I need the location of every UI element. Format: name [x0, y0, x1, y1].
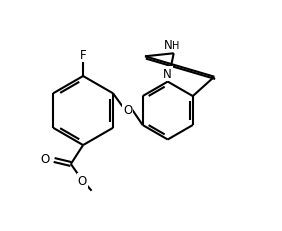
Text: O: O — [78, 175, 87, 188]
Text: N: N — [163, 68, 172, 81]
Text: O: O — [123, 103, 133, 116]
Text: F: F — [80, 49, 86, 62]
Text: H: H — [172, 41, 180, 51]
Text: O: O — [40, 153, 50, 166]
Text: N: N — [164, 39, 173, 52]
